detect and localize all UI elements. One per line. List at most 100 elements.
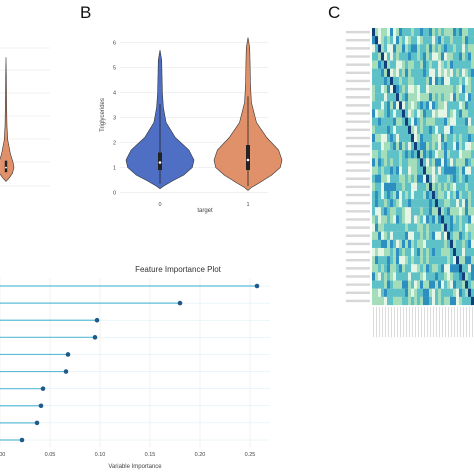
heatmap-cell <box>378 93 382 102</box>
heatmap-cell <box>417 117 421 126</box>
heatmap-cell <box>462 117 466 126</box>
heatmap-cell <box>378 296 382 306</box>
heatmap-cell <box>471 223 474 232</box>
heatmap-cell <box>444 288 448 297</box>
heatmap-cell <box>411 207 415 216</box>
heatmap-cell <box>456 28 460 37</box>
heatmap-cell <box>471 158 474 167</box>
row-label-placeholder <box>346 218 370 221</box>
heatmap-cell <box>450 247 454 257</box>
heatmap-cell <box>399 239 403 249</box>
heatmap-cell <box>468 93 472 102</box>
heatmap-cell <box>438 174 442 183</box>
heatmap-cell <box>426 85 430 94</box>
heatmap-cell <box>390 36 394 45</box>
heatmap-cell <box>387 85 391 94</box>
heatmap-cell <box>426 190 430 200</box>
heatmap-cell <box>450 280 454 289</box>
heatmap-cell <box>441 280 445 289</box>
heatmap-cell <box>390 68 394 77</box>
heatmap-cell <box>405 125 409 135</box>
heatmap-cell <box>444 28 448 37</box>
heatmap-cell <box>447 85 451 94</box>
row-label-placeholder <box>346 201 370 205</box>
heatmap-cell <box>426 231 430 240</box>
heatmap-cell <box>399 109 403 118</box>
heatmap-cell <box>402 93 406 102</box>
heatmap-cell <box>435 288 439 297</box>
heatmap-cell <box>462 223 466 232</box>
heatmap-cell <box>387 93 391 102</box>
heatmap-cell <box>396 231 400 240</box>
y-axis-label: Triglycerides <box>100 98 106 132</box>
heatmap-cell <box>435 182 439 192</box>
heatmap-cell <box>471 215 474 224</box>
heatmap-cell <box>453 52 457 61</box>
heatmap-cell <box>465 264 469 273</box>
heatmap-cell <box>417 247 421 257</box>
heatmap-cell <box>468 117 472 126</box>
heatmap-cell <box>450 239 454 249</box>
heatmap-cell <box>444 239 448 249</box>
heatmap-cell <box>384 247 388 257</box>
heatmap-cell <box>396 52 400 61</box>
heatmap-cell <box>444 125 448 135</box>
heatmap-cell <box>411 142 415 151</box>
heatmap-cell <box>426 166 430 175</box>
heatmap-cell <box>390 93 394 102</box>
heatmap-cell <box>378 199 382 208</box>
heatmap-cell <box>414 190 418 200</box>
heatmap-cell <box>393 76 397 86</box>
heatmap-cell <box>438 231 442 240</box>
heatmap-cell <box>453 239 457 249</box>
heatmap-cell <box>414 231 418 240</box>
heatmap-cell <box>456 158 460 167</box>
heatmap-cell <box>396 150 400 159</box>
col-label-placeholder <box>451 307 452 337</box>
heatmap-cell <box>417 280 421 289</box>
heatmap-cell <box>471 101 474 110</box>
heatmap-cell <box>381 174 385 183</box>
heatmap-cell <box>405 239 409 249</box>
heatmap-cell <box>441 36 445 45</box>
heatmap-cell <box>435 215 439 224</box>
lollipop-dot <box>34 420 40 426</box>
col-label-placeholder <box>376 307 377 337</box>
x-tick-label: 0 <box>158 202 161 208</box>
heatmap-cell <box>417 101 421 110</box>
heatmap-cell <box>471 264 474 273</box>
heatmap-cell <box>459 182 463 192</box>
heatmap-cell <box>441 166 445 175</box>
heatmap-cell <box>444 76 448 86</box>
heatmap-cell <box>456 215 460 224</box>
heatmap-cell <box>378 264 382 273</box>
row-label-placeholder <box>346 234 370 237</box>
heatmap-cell <box>426 125 430 135</box>
heatmap-cell <box>420 76 424 86</box>
heatmap-cell <box>372 280 376 289</box>
heatmap-cell <box>459 247 463 257</box>
heatmap-cell <box>375 174 379 183</box>
heatmap-cell <box>378 174 382 183</box>
heatmap-cell <box>435 256 439 265</box>
heatmap-cell <box>465 85 469 94</box>
row-label-placeholder <box>346 136 370 140</box>
plot-title: Feature Importance Plot <box>135 265 222 274</box>
row-label-placeholder <box>346 169 370 172</box>
heatmap-cell <box>402 272 406 281</box>
heatmap-cell <box>447 280 451 289</box>
heatmap-cell <box>453 76 457 86</box>
heatmap-cell <box>417 190 421 200</box>
heatmap-cell <box>441 101 445 110</box>
heatmap-cell <box>408 150 412 159</box>
heatmap-cell <box>396 133 400 143</box>
heatmap-cell <box>450 93 454 102</box>
heatmap-cell <box>465 166 469 175</box>
heatmap-cell <box>402 60 406 69</box>
heatmap-cell <box>384 28 388 37</box>
heatmap-cell <box>396 68 400 77</box>
heatmap-cell <box>423 231 427 240</box>
heatmap-cell <box>405 44 409 53</box>
heatmap-cell <box>432 272 436 281</box>
heatmap-cell <box>438 166 442 175</box>
